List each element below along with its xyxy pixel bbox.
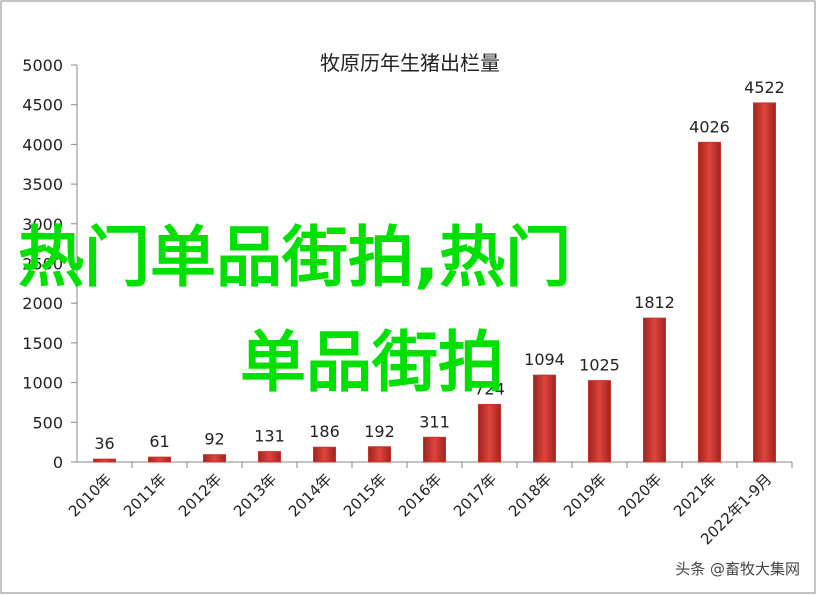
bar (698, 141, 721, 463)
data-label: 724 (474, 380, 505, 399)
data-label: 1025 (579, 356, 620, 375)
bar (313, 446, 336, 463)
overlay-text: 单品街拍 (240, 324, 504, 401)
data-label: 186 (309, 422, 340, 441)
bar (643, 317, 666, 463)
y-tick-label: 2000 (22, 294, 63, 313)
bar (203, 454, 226, 463)
data-label: 1094 (524, 350, 565, 369)
chart-title: 牧原历年生猪出栏量 (320, 51, 500, 75)
bar (258, 451, 281, 463)
bar (753, 102, 776, 463)
data-label: 4026 (689, 117, 730, 136)
data-label: 131 (254, 427, 285, 446)
y-tick-label: 4000 (22, 135, 63, 154)
data-label: 4522 (744, 78, 785, 97)
data-label: 92 (204, 430, 224, 449)
y-tick-label: 3000 (22, 215, 63, 234)
bar (588, 380, 611, 463)
watermark: 头条 @畜牧大集网 (675, 560, 800, 578)
bar (368, 446, 391, 463)
y-tick-label: 4500 (22, 96, 63, 115)
y-tick-label: 2500 (22, 255, 63, 274)
y-tick-label: 1500 (22, 334, 63, 353)
data-label: 61 (149, 432, 169, 451)
y-tick-label: 1000 (22, 374, 63, 393)
y-tick-label: 5000 (22, 56, 63, 75)
data-label: 311 (419, 412, 450, 431)
bar (478, 404, 501, 463)
data-label: 1812 (634, 293, 675, 312)
bar (93, 458, 116, 463)
y-tick-label: 0 (53, 453, 63, 472)
bar (148, 456, 171, 463)
y-tick-label: 500 (32, 413, 63, 432)
overlay-text: 热门单品街拍,热门 (18, 219, 571, 296)
data-label: 36 (94, 434, 114, 453)
bar (423, 436, 446, 463)
bar (533, 374, 556, 463)
data-label: 192 (364, 422, 395, 441)
y-tick-label: 3500 (22, 175, 63, 194)
